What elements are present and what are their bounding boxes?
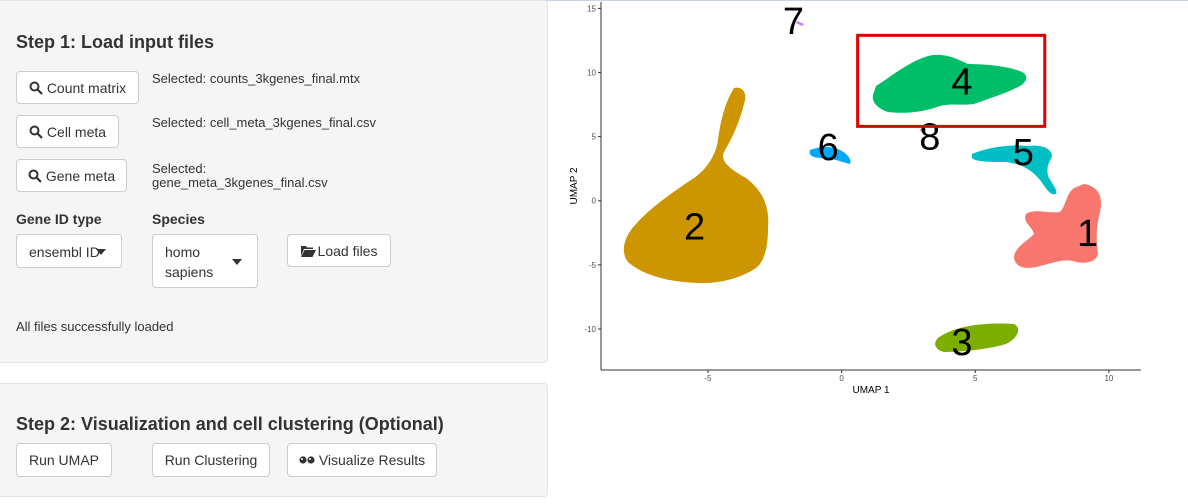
- y-tick-label: -5: [589, 261, 597, 270]
- x-tick-label: -5: [704, 374, 712, 383]
- search-icon: [29, 81, 43, 95]
- cell-meta-button[interactable]: Cell meta: [16, 115, 119, 148]
- run-clustering-button[interactable]: Run Clustering: [152, 443, 270, 477]
- gene-id-type-label: Gene ID type: [16, 211, 102, 227]
- x-axis-title: UMAP 1: [852, 385, 889, 396]
- x-tick-label: 5: [973, 374, 978, 383]
- gene-id-type-select[interactable]: ensembl ID: [16, 234, 122, 268]
- cluster-label-8: 8: [919, 117, 940, 159]
- step2-panel: Step 2: Visualization and cell clusterin…: [0, 383, 548, 497]
- caret-down-icon: [96, 249, 106, 255]
- step1-title: Step 1: Load input files: [16, 32, 215, 52]
- count-matrix-label: Count matrix: [46, 79, 127, 96]
- y-tick-label: 10: [587, 69, 596, 78]
- load-files-label: Load files: [317, 242, 378, 259]
- cluster-label-2: 2: [684, 206, 705, 248]
- load-files-button[interactable]: Load files: [287, 234, 391, 267]
- run-umap-button[interactable]: Run UMAP: [16, 443, 112, 477]
- cluster-7-points: [796, 21, 804, 26]
- count-matrix-button[interactable]: Count matrix: [16, 71, 139, 104]
- step1-panel: Step 1: Load input files Count matrix Se…: [0, 0, 548, 363]
- run-clustering-label: Run Clustering: [164, 452, 258, 468]
- cluster-8-points: [920, 128, 926, 132]
- eye-icon: [299, 455, 315, 465]
- visualize-results-button[interactable]: Visualize Results: [287, 443, 437, 477]
- cluster-6-points: [809, 147, 851, 164]
- gene-meta-button[interactable]: Gene meta: [16, 159, 127, 192]
- plot-axes: [600, 2, 1141, 371]
- highlight-box: [856, 33, 1047, 128]
- x-tick-label: 0: [839, 374, 844, 383]
- y-tick-label: 5: [592, 133, 597, 142]
- species-select[interactable]: homo sapiens: [152, 234, 258, 288]
- cluster-4-points: [872, 54, 1027, 113]
- cluster-5-points: [972, 145, 1057, 195]
- cluster-label-7: 7: [783, 1, 804, 43]
- cluster-label-3: 3: [951, 322, 972, 364]
- folder-open-icon: [300, 245, 316, 257]
- species-label: Species: [152, 211, 205, 227]
- cluster-2-points: [623, 87, 769, 284]
- run-umap-label: Run UMAP: [28, 452, 100, 468]
- count-matrix-selected: Selected: counts_3kgenes_final.mtx: [152, 71, 361, 86]
- caret-down-icon: [232, 259, 242, 265]
- cluster-1-points: [1014, 184, 1102, 268]
- gene-meta-selected-line2: gene_meta_3kgenes_final.csv: [152, 175, 328, 190]
- x-tick-label: 10: [1104, 374, 1113, 383]
- cell-meta-selected: Selected: cell_meta_3kgenes_final.csv: [152, 115, 377, 130]
- gene-meta-label: Gene meta: [45, 167, 116, 184]
- search-icon: [28, 169, 42, 183]
- cell-meta-label: Cell meta: [46, 123, 107, 140]
- step2-title: Step 2: Visualization and cell clusterin…: [16, 414, 444, 434]
- cluster-label-5: 5: [1013, 132, 1034, 174]
- y-tick-label: 0: [592, 197, 597, 206]
- cluster-points: [623, 21, 1102, 352]
- cluster-3-points: [935, 323, 1019, 352]
- top-border: [0, 0, 1188, 1]
- species-value-line1: homo: [165, 244, 201, 260]
- cluster-label-6: 6: [818, 127, 839, 169]
- cluster-label-1: 1: [1077, 213, 1098, 255]
- y-tick-label: 15: [587, 4, 596, 13]
- y-tick-label: -10: [584, 325, 596, 334]
- visualize-results-label: Visualize Results: [318, 452, 426, 468]
- search-icon: [29, 125, 43, 139]
- y-axis-title: UMAP 2: [569, 167, 580, 204]
- load-status-text: All files successfully loaded: [16, 319, 174, 334]
- gene-meta-selected-line1: Selected:: [152, 161, 207, 176]
- gene-id-type-value: ensembl ID: [29, 244, 100, 260]
- cluster-label-4: 4: [951, 61, 972, 103]
- species-value-line2: sapiens: [165, 264, 214, 280]
